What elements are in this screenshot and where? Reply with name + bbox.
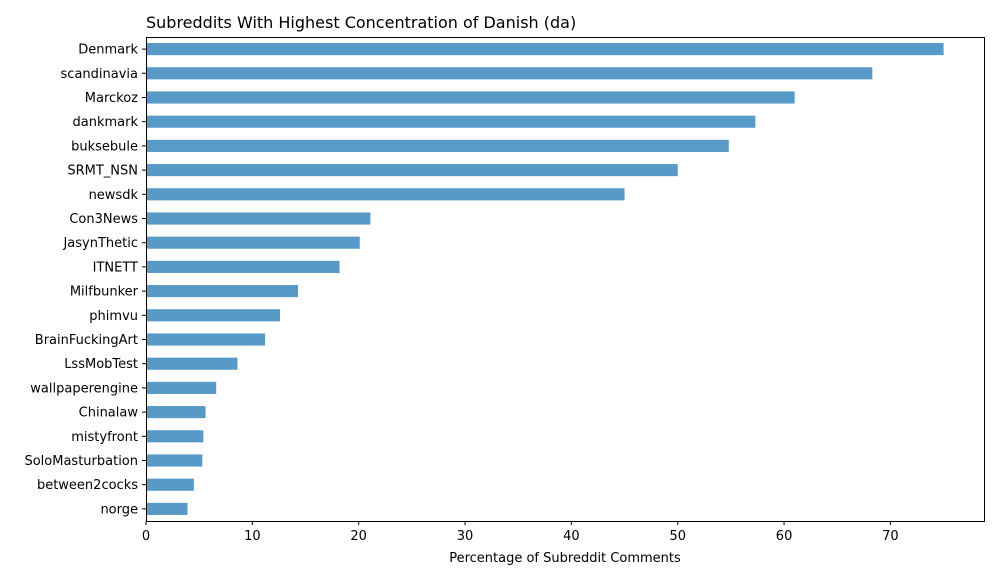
x-tick-label: 40 <box>563 529 580 544</box>
bars-group <box>146 43 944 515</box>
bar-Denmark <box>146 43 944 56</box>
bar-Con3News <box>146 212 371 225</box>
y-tick-label: ITNETT <box>93 260 138 275</box>
y-tick-label: newsdk <box>89 188 139 203</box>
bar-Chinalaw <box>146 406 206 419</box>
y-tick-label: norge <box>100 502 138 517</box>
x-tick-label: 50 <box>669 529 686 544</box>
bar-newsdk <box>146 188 625 201</box>
bar-SoloMasturbation <box>146 454 203 467</box>
y-tick-label: SRMT_NSN <box>67 164 138 179</box>
bar-wallpaperengine <box>146 381 217 394</box>
y-tick-label: phimvu <box>89 309 138 324</box>
y-tick-label: Con3News <box>69 212 138 227</box>
bar-buksebule <box>146 139 729 152</box>
bar-dankmark <box>146 115 756 128</box>
y-tick-label: scandinavia <box>61 67 138 82</box>
bar-BrainFuckingArt <box>146 333 266 346</box>
y-tick-label: Milfbunker <box>70 285 139 300</box>
bar-Marckoz <box>146 91 795 104</box>
y-tick-label: LssMobTest <box>64 357 138 372</box>
y-tick-label: Chinalaw <box>79 406 139 421</box>
y-tick-label: SoloMasturbation <box>24 454 138 469</box>
x-tick-label: 60 <box>776 529 793 544</box>
bar-mistyfront <box>146 430 204 443</box>
y-tick-label: Marckoz <box>85 91 138 106</box>
x-ticks: 0 10 20 30 40 50 60 70 <box>142 521 899 544</box>
bar-JasynThetic <box>146 236 360 249</box>
y-tick-label: between2cocks <box>37 478 138 493</box>
plot-frame <box>146 37 985 522</box>
x-tick-label: 10 <box>244 529 261 544</box>
bar-norge <box>146 502 188 515</box>
y-tick-label: wallpaperengine <box>30 381 138 396</box>
bar-LssMobTest <box>146 357 238 370</box>
chart-title: Subreddits With Highest Concentration of… <box>146 13 576 32</box>
y-tick-labels: Denmark scandinavia Marckoz dankmark buksebu… <box>24 43 146 517</box>
y-tick-label: buksebule <box>71 139 138 154</box>
bar-Milfbunker <box>146 285 299 298</box>
bar-between2cocks <box>146 478 194 491</box>
y-tick-label: BrainFuckingArt <box>35 333 138 348</box>
bar-phimvu <box>146 309 280 322</box>
bar-scandinavia <box>146 67 873 80</box>
bar-ITNETT <box>146 260 340 273</box>
y-tick-label: dankmark <box>73 115 139 130</box>
x-tick-label: 0 <box>142 529 150 544</box>
bar-SRMT_NSN <box>146 164 678 177</box>
x-axis-label: Percentage of Subreddit Comments <box>449 551 681 566</box>
y-tick-label: Denmark <box>78 43 138 58</box>
x-tick-label: 70 <box>882 529 899 544</box>
y-tick-label: JasynThetic <box>62 236 138 251</box>
x-tick-label: 20 <box>350 529 367 544</box>
x-tick-label: 30 <box>457 529 474 544</box>
y-tick-label: mistyfront <box>71 430 138 445</box>
